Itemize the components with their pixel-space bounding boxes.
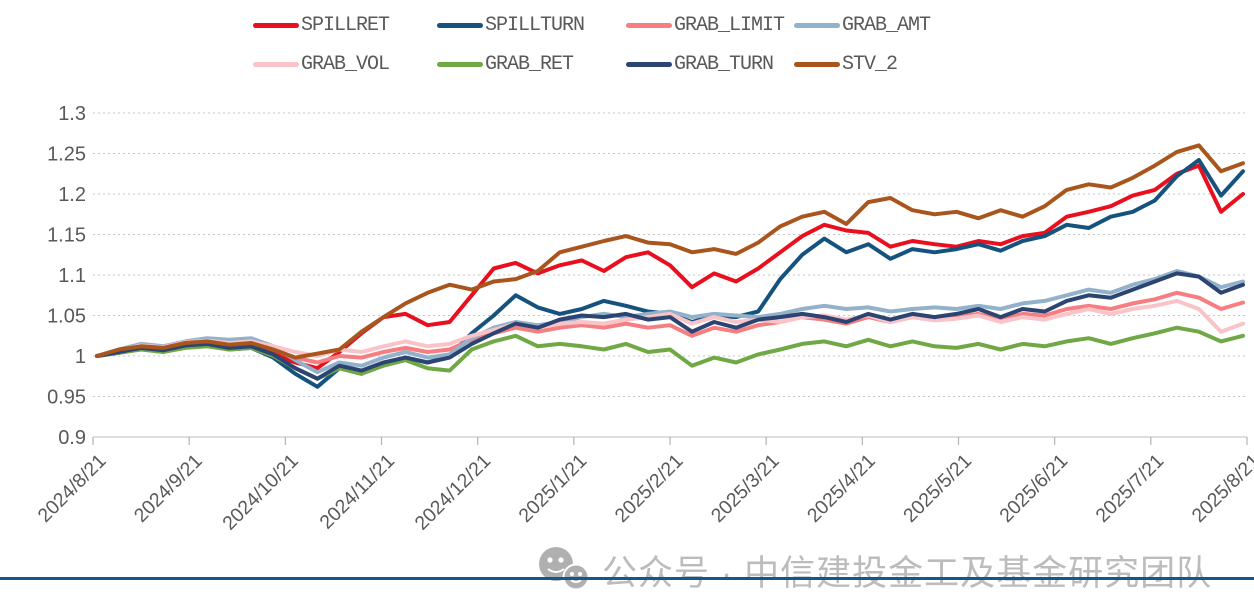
legend-item-grab-ret: GRAB_RET: [437, 53, 626, 76]
watermark: 公众号 · 中信建投金工及基金研究团队: [536, 545, 1212, 596]
y-tick-label-0.95: 0.95: [47, 387, 86, 409]
x-tick-label-1: 2024/9/21: [130, 450, 207, 527]
y-tick-label-1.25: 1.25: [47, 144, 86, 166]
x-tick-label-3: 2024/11/21: [315, 450, 399, 534]
series-line-spillret: [95, 163, 1245, 371]
watermark-text: 公众号 · 中信建投金工及基金研究团队: [602, 554, 1213, 593]
legend-label-spillret: SPILLRET: [301, 14, 390, 37]
y-tick-label-1: 1: [75, 346, 86, 368]
x-axis: [92, 436, 1248, 445]
x-tick-label-8: 2025/4/21: [803, 450, 880, 527]
x-tick-label-2: 2024/10/21: [218, 450, 303, 535]
legend-label-grab-limit: GRAB_LIMIT: [674, 14, 785, 37]
series-line-grab_vol: [95, 298, 1245, 358]
series-line-grab_turn: [95, 271, 1245, 381]
legend-swatch-grab-vol: [253, 62, 299, 67]
legend-item-spillret: SPILLRET: [253, 14, 437, 37]
x-tick-label-0: 2024/8/21: [34, 450, 111, 527]
y-tick-label-1.1: 1.1: [58, 265, 86, 287]
legend-label-grab-turn: GRAB_TURN: [674, 53, 774, 76]
y-axis-labels: 1.3 1.25 1.2 1.15 1.1 1.05 1 0.95 0.9: [47, 103, 86, 449]
x-tick-label-11: 2025/7/21: [1091, 450, 1168, 527]
y-tick-label-1.3: 1.3: [58, 103, 86, 125]
legend-label-grab-vol: GRAB_VOL: [301, 53, 390, 76]
legend-item-stv-2: STV_2: [794, 53, 974, 76]
x-tick-label-5: 2025/1/21: [514, 450, 591, 527]
legend-swatch-grab-limit: [626, 23, 672, 28]
x-tick-label-7: 2025/3/21: [707, 450, 784, 527]
x-tick-label-6: 2025/2/21: [611, 450, 688, 527]
chart-legend: SPILLRET SPILLTURN GRAB_LIMIT GRAB_AMT G…: [253, 14, 974, 76]
x-axis-labels: 2024/8/21 2024/9/21 2024/10/21 2024/11/21 20…: [34, 450, 1254, 535]
x-tick-label-9: 2025/5/21: [899, 450, 976, 527]
legend-item-grab-amt: GRAB_AMT: [794, 14, 974, 37]
legend-item-grab-turn: GRAB_TURN: [626, 53, 794, 76]
x-tick-label-4: 2024/12/21: [411, 450, 496, 535]
legend-swatch-spillturn: [437, 23, 483, 28]
x-tick-label-10: 2025/6/21: [995, 450, 1072, 527]
legend-label-stv-2: STV_2: [842, 53, 898, 76]
legend-swatch-stv-2: [794, 62, 840, 67]
footer-divider-line: [0, 577, 1254, 580]
legend-swatch-grab-ret: [437, 62, 483, 67]
series-lines: [95, 143, 1245, 389]
x-tick-label-12: 2025/8/21: [1188, 450, 1254, 527]
legend-swatch-grab-turn: [626, 62, 672, 67]
legend-swatch-grab-amt: [794, 23, 840, 28]
legend-label-grab-amt: GRAB_AMT: [842, 14, 931, 37]
legend-item-grab-limit: GRAB_LIMIT: [626, 14, 794, 37]
legend-swatch-spillret: [253, 23, 299, 28]
wechat-icon: [539, 547, 590, 591]
y-tick-label-0.9: 0.9: [58, 427, 86, 449]
legend-item-grab-vol: GRAB_VOL: [253, 53, 437, 76]
y-tick-label-1.05: 1.05: [47, 306, 86, 328]
legend-item-spillturn: SPILLTURN: [437, 14, 626, 37]
legend-label-spillturn: SPILLTURN: [485, 14, 585, 37]
y-tick-label-1.2: 1.2: [58, 184, 86, 206]
y-tick-label-1.15: 1.15: [47, 225, 86, 247]
series-line-stv_2: [95, 143, 1245, 360]
legend-label-grab-ret: GRAB_RET: [485, 53, 574, 76]
